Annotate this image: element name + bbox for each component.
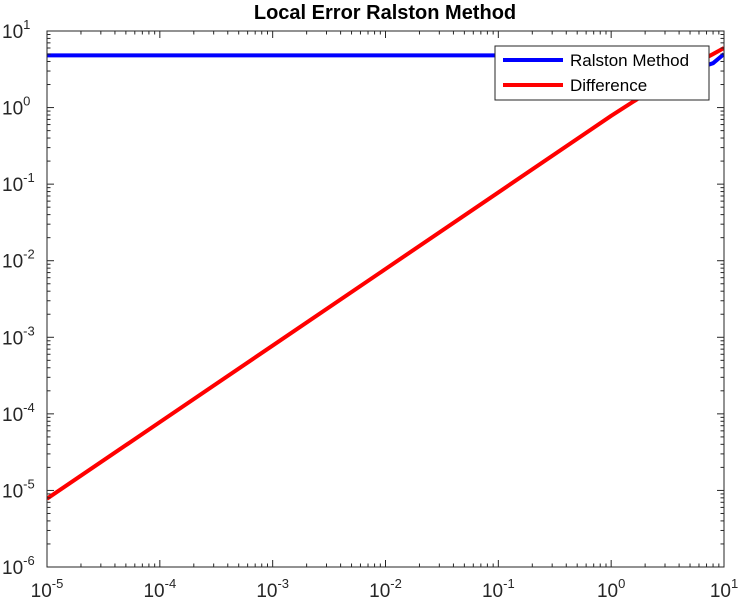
y-tick-base: 10	[2, 99, 23, 120]
legend-box	[494, 45, 710, 101]
x-tick-exponent: -2	[390, 576, 402, 591]
x-tick-base: 10	[710, 581, 731, 601]
y-tick-label: 100	[2, 94, 30, 120]
y-tick-exponent: -6	[23, 553, 35, 568]
x-tick-base: 10	[369, 581, 390, 601]
y-tick-exponent: -4	[23, 400, 35, 415]
x-tick-label: 10-5	[31, 576, 64, 601]
y-tick-label: 10-6	[2, 553, 35, 579]
y-tick-label: 10-5	[2, 476, 35, 502]
x-tick-exponent: -3	[277, 576, 289, 591]
y-tick-label: 10-1	[2, 170, 35, 196]
y-tick-base: 10	[2, 558, 23, 579]
legend-label: Ralston Method	[570, 51, 689, 70]
x-tick-base: 10	[482, 581, 503, 601]
y-tick-base: 10	[2, 175, 23, 196]
y-tick-label: 10-2	[2, 247, 35, 273]
chart-title: Local Error Ralston Method	[254, 2, 516, 24]
y-tick-base: 10	[2, 405, 23, 426]
plot-area	[47, 31, 724, 567]
x-tick-exponent: -5	[52, 576, 64, 591]
x-tick-base: 10	[597, 581, 618, 601]
legend-label: Difference	[570, 76, 647, 95]
x-tick-base: 10	[256, 581, 277, 601]
x-tick-label: 10-4	[143, 576, 176, 601]
y-tick-exponent: -1	[23, 170, 35, 185]
y-tick-label: 101	[2, 17, 30, 43]
y-tick-base: 10	[2, 328, 23, 349]
y-tick-label: 10-4	[2, 400, 35, 426]
x-tick-label: 10-1	[482, 576, 515, 601]
y-tick-label: 10-3	[2, 323, 35, 349]
y-tick-base: 10	[2, 481, 23, 502]
y-tick-exponent: -5	[23, 476, 35, 491]
y-tick-exponent: 0	[23, 94, 30, 109]
y-tick-exponent: -2	[23, 247, 35, 262]
x-tick-label: 10-3	[256, 576, 289, 601]
x-tick-exponent: -4	[165, 576, 177, 591]
y-tick-exponent: -3	[23, 323, 35, 338]
y-tick-base: 10	[2, 252, 23, 273]
x-tick-base: 10	[143, 581, 164, 601]
y-tick-exponent: 1	[23, 17, 30, 32]
x-tick-exponent: -1	[503, 576, 515, 591]
x-tick-label: 101	[710, 576, 738, 601]
x-tick-label: 100	[597, 576, 625, 601]
y-tick-base: 10	[2, 22, 23, 43]
x-tick-base: 10	[31, 581, 52, 601]
x-tick-exponent: 1	[731, 576, 738, 591]
x-tick-exponent: 0	[618, 576, 625, 591]
x-tick-label: 10-2	[369, 576, 402, 601]
